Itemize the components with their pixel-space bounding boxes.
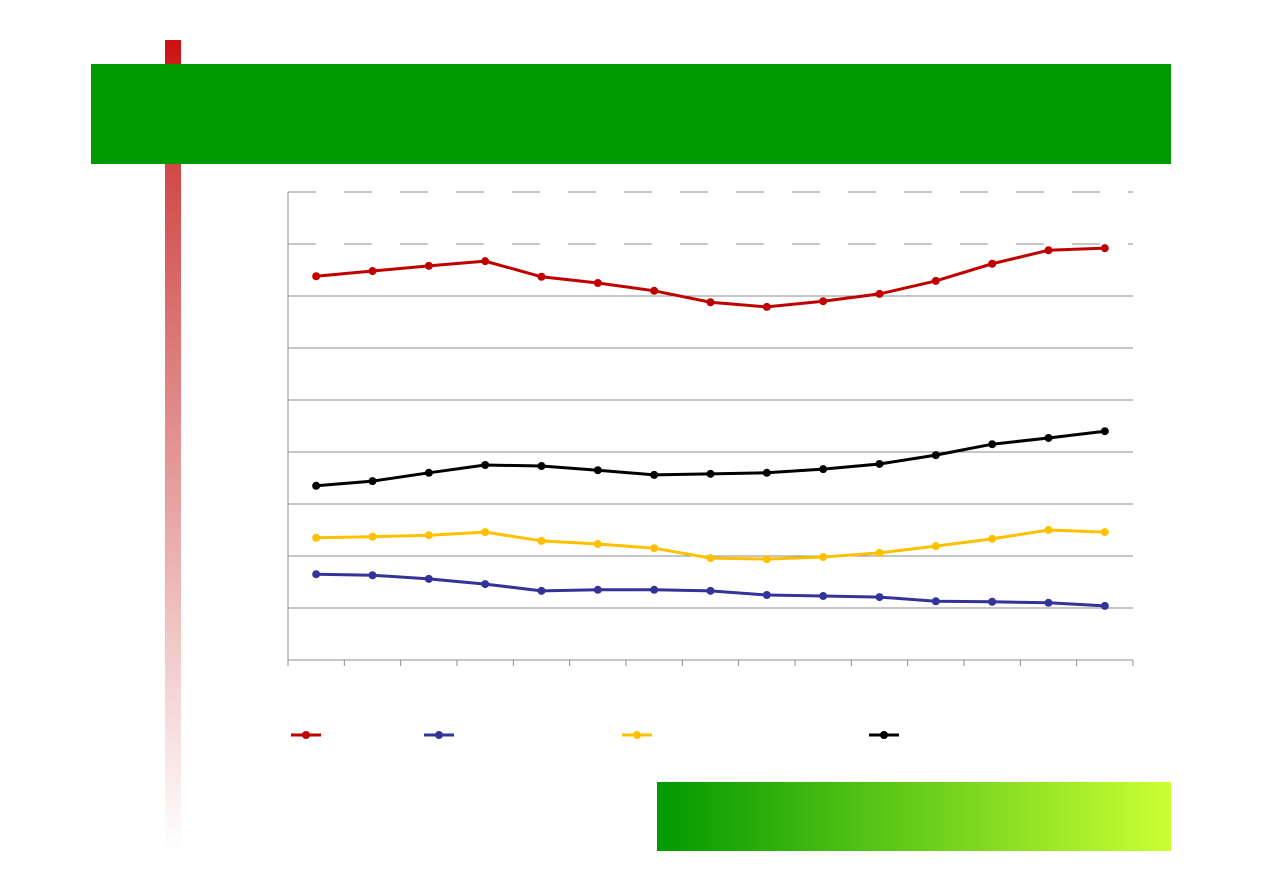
- data-point: [706, 298, 715, 307]
- data-point: [875, 593, 884, 602]
- data-point: [819, 465, 828, 474]
- data-point: [706, 469, 715, 478]
- data-point: [593, 466, 602, 475]
- data-point: [931, 276, 940, 285]
- data-point: [537, 272, 546, 281]
- data-point: [875, 459, 884, 468]
- data-point: [593, 585, 602, 594]
- data-point: [931, 597, 940, 606]
- data-point: [875, 548, 884, 557]
- data-point: [988, 534, 997, 543]
- footer-band: [657, 782, 1171, 851]
- data-point: [481, 257, 490, 266]
- data-point: [537, 536, 546, 545]
- data-point: [762, 555, 771, 564]
- data-point: [368, 477, 377, 486]
- legend-marker: [633, 731, 641, 739]
- data-point: [537, 462, 546, 471]
- data-point: [650, 585, 659, 594]
- data-point: [593, 540, 602, 549]
- data-point: [424, 261, 433, 270]
- data-point: [368, 571, 377, 580]
- data-point: [1100, 244, 1109, 253]
- data-point: [819, 297, 828, 306]
- data-point: [988, 440, 997, 449]
- data-point: [762, 302, 771, 311]
- data-point: [988, 259, 997, 268]
- data-point: [650, 470, 659, 479]
- data-point: [762, 468, 771, 477]
- legend: [291, 731, 899, 739]
- data-point: [650, 544, 659, 553]
- data-point: [706, 586, 715, 595]
- data-point: [424, 468, 433, 477]
- data-point: [1100, 528, 1109, 537]
- data-point: [312, 481, 321, 490]
- data-point: [1100, 601, 1109, 610]
- data-point: [931, 542, 940, 551]
- data-point: [481, 461, 490, 469]
- data-point: [931, 451, 940, 460]
- data-point: [481, 580, 490, 589]
- data-point: [424, 574, 433, 583]
- data-point: [481, 528, 490, 537]
- data-point: [1100, 427, 1109, 436]
- data-point: [819, 592, 828, 601]
- data-point: [988, 597, 997, 606]
- data-point: [312, 272, 321, 281]
- data-point: [368, 267, 377, 276]
- data-point: [593, 279, 602, 287]
- data-point: [1044, 246, 1053, 255]
- data-point: [762, 591, 771, 599]
- data-point: [819, 553, 828, 562]
- data-point: [312, 533, 321, 542]
- legend-marker: [302, 731, 310, 739]
- legend-marker: [880, 731, 888, 739]
- data-point: [1044, 598, 1053, 607]
- data-point: [424, 531, 433, 540]
- series-line: [316, 246, 1105, 309]
- data-point: [368, 532, 377, 541]
- data-point: [537, 586, 546, 595]
- data-point: [706, 554, 715, 563]
- side-bar: [165, 40, 181, 852]
- data-point: [312, 570, 321, 579]
- data-point: [650, 286, 659, 295]
- data-point: [875, 289, 884, 298]
- data-point: [1044, 526, 1053, 534]
- header-band: [91, 64, 1171, 164]
- data-point: [1044, 433, 1053, 442]
- legend-marker: [435, 731, 443, 739]
- plot-area: [287, 191, 1134, 666]
